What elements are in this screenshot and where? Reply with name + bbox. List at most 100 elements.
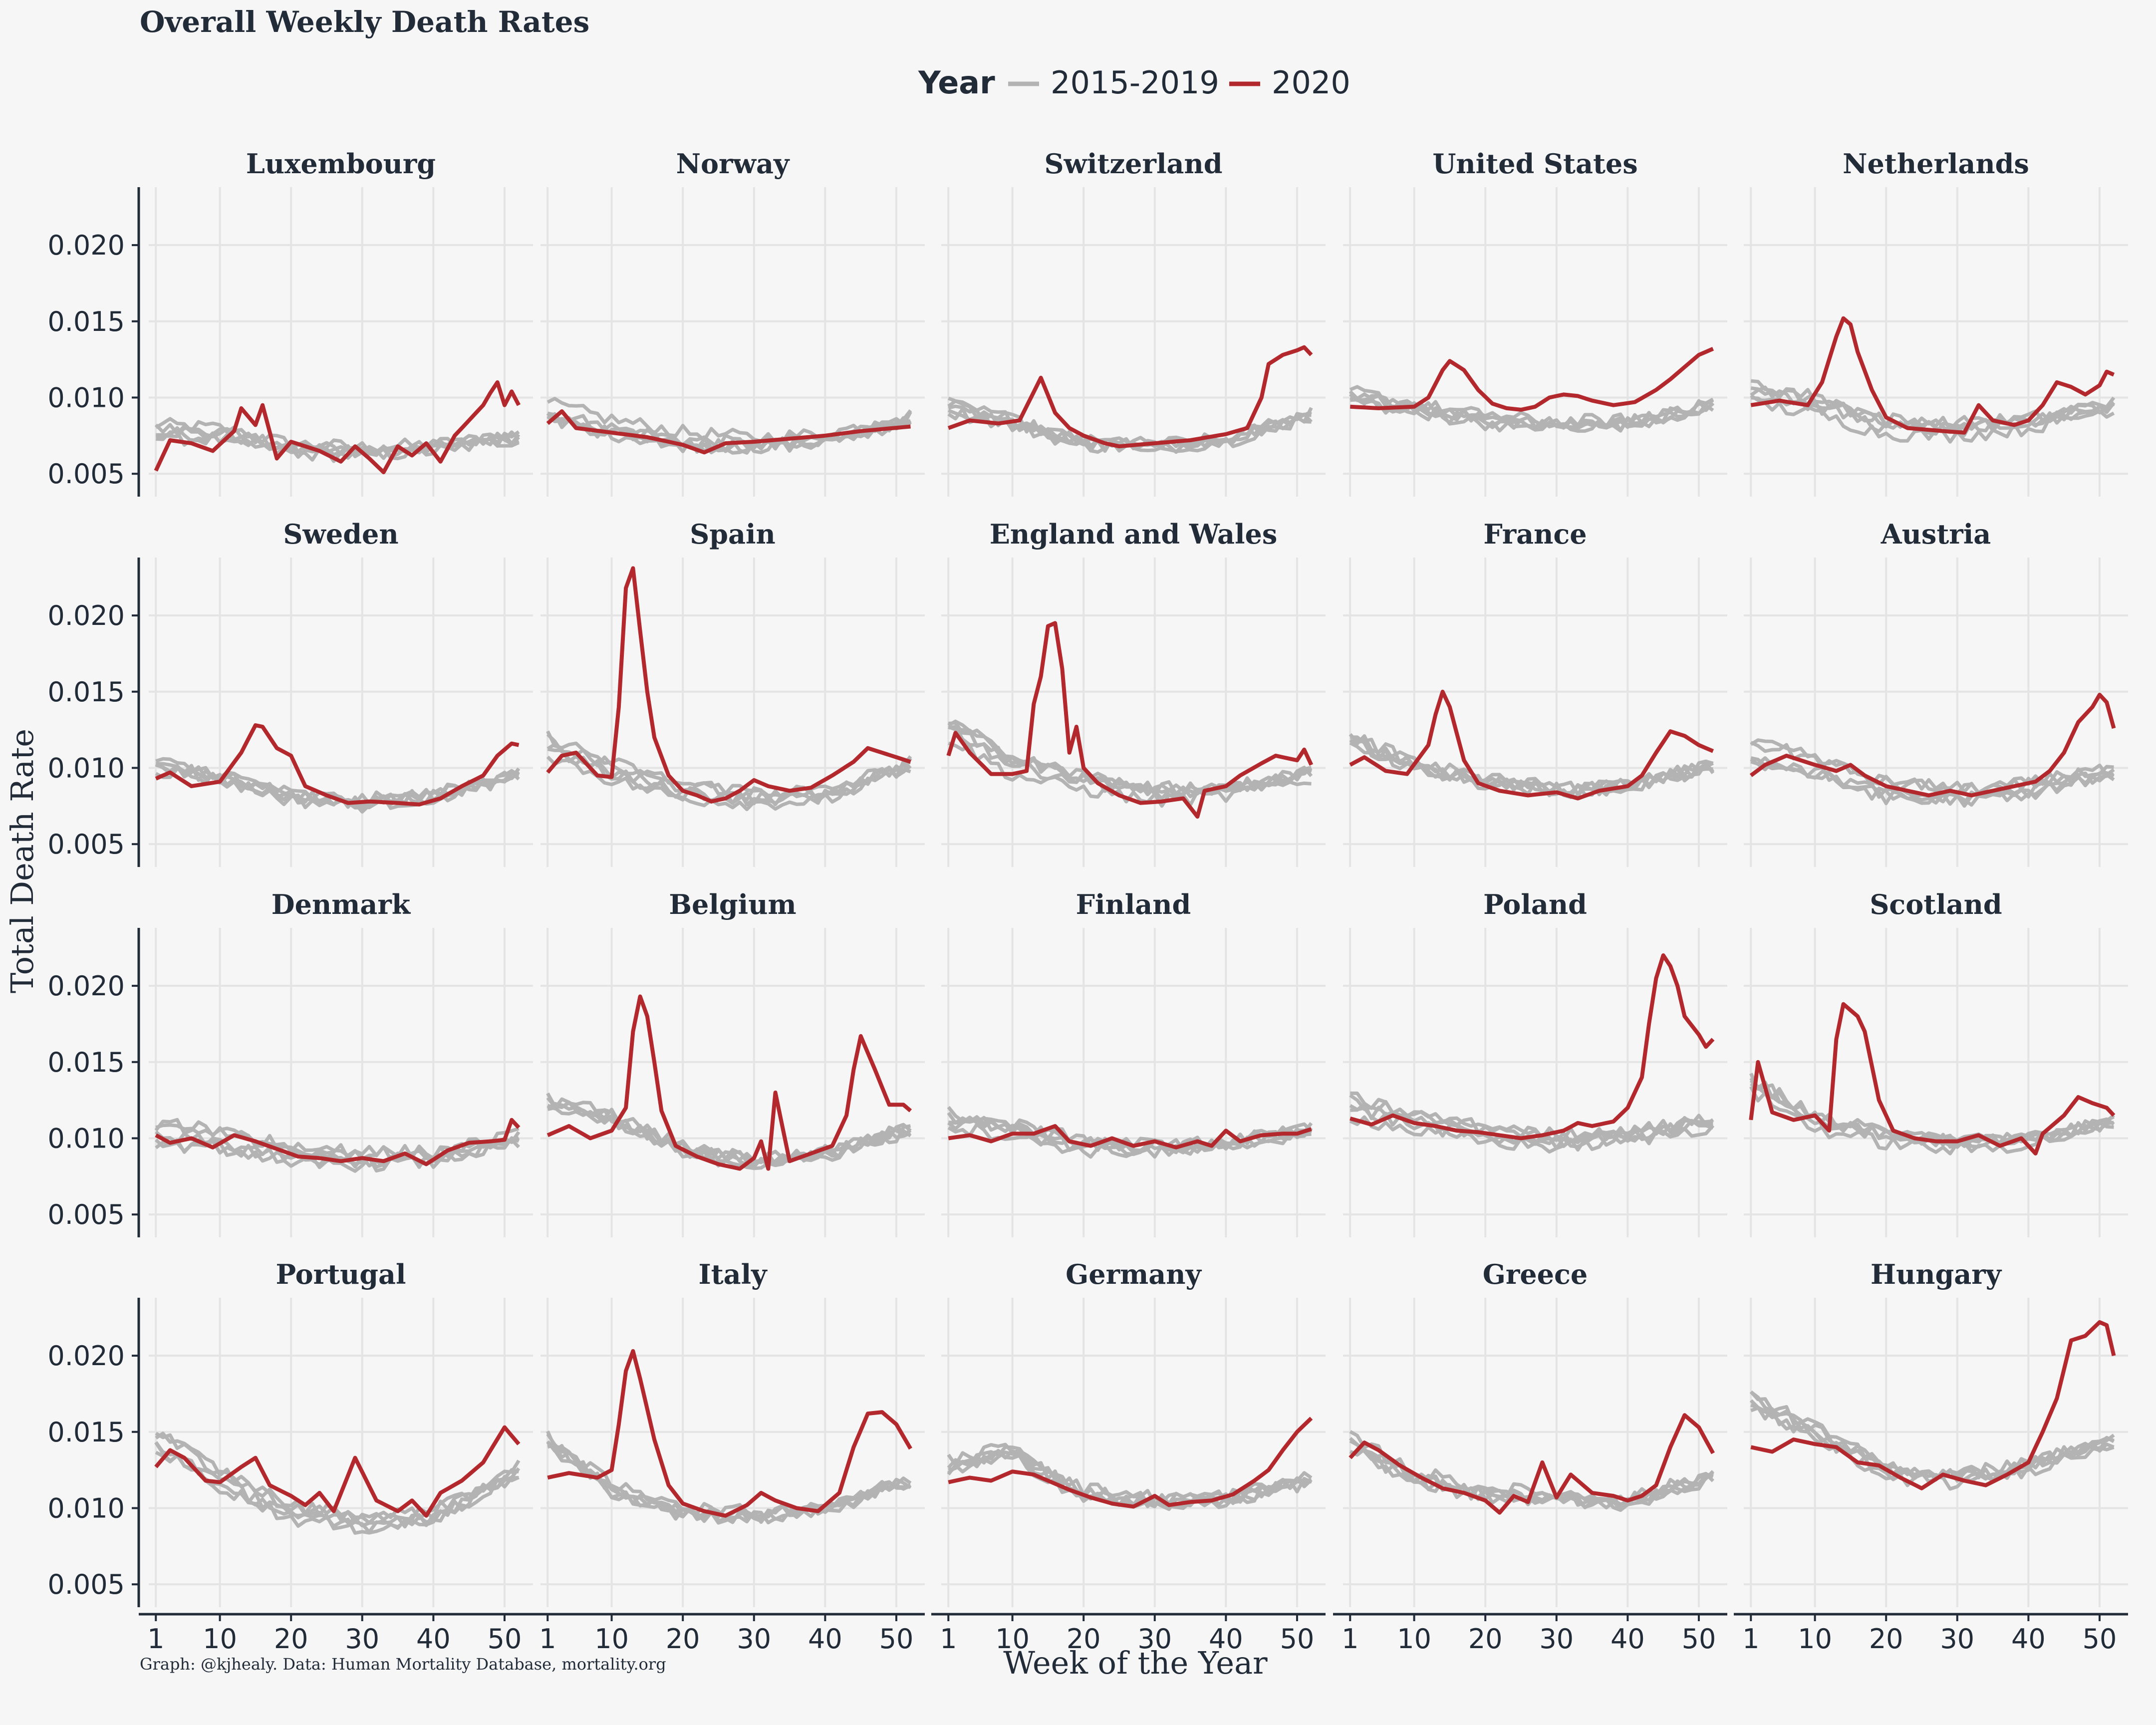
- facet-greece: Greece 1 10 20 30 40 50: [1333, 1258, 1727, 1655]
- y-tick-label: 0.015: [47, 1417, 125, 1448]
- facet-title: Switzerland: [1045, 148, 1223, 180]
- series-line-2020: [948, 1417, 1313, 1509]
- x-tick-label: 50: [879, 1623, 914, 1655]
- facet-scotland: Scotland: [1744, 888, 2128, 1237]
- series-line-2020: [1349, 953, 1715, 1141]
- facet-title: Poland: [1483, 888, 1587, 920]
- series-line-2020: [546, 566, 911, 804]
- x-tick-label: 10: [1397, 1623, 1431, 1655]
- facet-title: Luxembourg: [246, 148, 436, 180]
- series-line-baseline: [546, 1433, 912, 1519]
- x-tick-label: 1: [539, 1623, 556, 1655]
- series-line-baseline: [156, 430, 520, 463]
- chart-title: Overall Weekly Death Rates: [140, 5, 589, 39]
- facet-title: Italy: [698, 1258, 768, 1290]
- series-line-baseline: [947, 1449, 1312, 1510]
- series-line-2020: [1750, 1320, 2116, 1490]
- facet-grid: Luxembourg 0.005 0.010 0.015 0.020 Norway Swit…: [47, 148, 2128, 1655]
- facet-germany: Germany 1 10 20 30 40 50: [931, 1258, 1326, 1655]
- facet-england-and-wales: England and Wales: [941, 518, 1326, 867]
- series-line-baseline: [1750, 394, 2116, 437]
- series-line-baseline: [948, 725, 1313, 801]
- series-line-baseline: [155, 417, 520, 454]
- x-tick-label: 30: [1137, 1623, 1172, 1655]
- x-tick-label: 50: [2083, 1623, 2117, 1655]
- series-line-2020: [1749, 692, 2116, 798]
- facet-poland: Poland: [1343, 888, 1727, 1237]
- series-line-baseline: [1349, 734, 1713, 795]
- series-line-2020: [1349, 689, 1714, 801]
- series-line-2020: [547, 1349, 912, 1518]
- facet-title: Germany: [1066, 1258, 1202, 1290]
- series-line-baseline: [1349, 1447, 1714, 1512]
- x-tick-label: 40: [1611, 1623, 1645, 1655]
- y-tick-label: 0.020: [47, 230, 125, 261]
- series-line-baseline: [1750, 738, 2115, 796]
- facet-belgium: Belgium: [540, 888, 925, 1237]
- y-tick-label: 0.015: [47, 306, 125, 337]
- x-tick-label: 1: [1342, 1623, 1358, 1655]
- series-line-2020: [1350, 347, 1714, 412]
- series-line-2020: [155, 723, 520, 807]
- x-tick-label: 10: [995, 1623, 1030, 1655]
- facet-portugal: Portugal 0.005 0.010 0.015 0.020 1 10 20 30 40 50: [47, 1258, 533, 1655]
- series-line-2020: [946, 621, 1314, 819]
- x-tick-label: 30: [1539, 1623, 1574, 1655]
- series-line-baseline: [1349, 1115, 1715, 1154]
- series-line-2020: [155, 1118, 521, 1166]
- facet-title: Belgium: [669, 888, 796, 920]
- legend-label-2020: 2020: [1272, 64, 1350, 101]
- x-tick-label: 20: [1067, 1623, 1101, 1655]
- series-line-baseline: [155, 1450, 519, 1535]
- facet-hungary: Hungary 1 10 20 30 40 50: [1734, 1258, 2128, 1655]
- series-line-baseline: [1750, 756, 2115, 808]
- facet-france: France: [1343, 518, 1727, 867]
- facet-title: Netherlands: [1843, 148, 2029, 180]
- facet-norway: Norway: [540, 148, 925, 497]
- y-tick-label: 0.020: [47, 1340, 125, 1372]
- series-line-2020: [1750, 316, 2115, 435]
- y-axis-title: Total Death Rate: [4, 729, 40, 993]
- facet-united-states: United States: [1343, 148, 1727, 497]
- facet-title: Greece: [1483, 1258, 1588, 1290]
- x-tick-label: 40: [416, 1623, 451, 1655]
- legend-label-baseline: 2015-2019: [1051, 64, 1219, 101]
- series-line-2020: [948, 1124, 1312, 1150]
- facet-title: Portugal: [275, 1258, 406, 1290]
- series-line-2020: [1348, 1413, 1715, 1515]
- x-tick-label: 40: [2011, 1623, 2046, 1655]
- facet-title: Denmark: [271, 888, 411, 920]
- series-line-baseline: [546, 1097, 912, 1164]
- x-tick-label: 30: [345, 1623, 379, 1655]
- series-line-baseline: [948, 1448, 1312, 1508]
- y-tick-label: 0.015: [47, 676, 125, 708]
- facet-title: Scotland: [1870, 888, 2002, 920]
- facet-title: Austria: [1881, 518, 1991, 550]
- series-line-2020: [546, 994, 912, 1171]
- x-tick-label: 30: [1940, 1623, 1974, 1655]
- x-tick-label: 50: [1280, 1623, 1315, 1655]
- x-tick-label: 50: [488, 1623, 522, 1655]
- x-tick-label: 1: [147, 1623, 164, 1655]
- x-tick-label: 20: [1869, 1623, 1903, 1655]
- x-tick-label: 20: [274, 1623, 308, 1655]
- facet-denmark: Denmark 0.005 0.010 0.015 0.020: [47, 888, 533, 1237]
- facet-title: England and Wales: [990, 518, 1278, 550]
- facet-luxembourg: Luxembourg 0.005 0.010 0.015 0.020: [47, 148, 533, 497]
- x-tick-label: 1: [1742, 1623, 1759, 1655]
- y-tick-label: 0.005: [47, 829, 125, 860]
- series-line-baseline: [1750, 379, 2115, 432]
- series-line-baseline: [154, 1441, 521, 1534]
- facet-title: Sweden: [283, 518, 398, 550]
- x-axis-title: Week of the Year: [1003, 1645, 1268, 1681]
- y-tick-label: 0.020: [47, 970, 125, 1002]
- x-tick-label: 20: [666, 1623, 700, 1655]
- x-tick-label: 30: [737, 1623, 771, 1655]
- legend: Year 2015-2019 2020: [918, 64, 1350, 101]
- series-line-baseline: [1750, 1406, 2115, 1491]
- x-tick-label: 10: [594, 1623, 629, 1655]
- series-line-baseline: [1349, 1104, 1714, 1150]
- y-tick-label: 0.010: [47, 1123, 125, 1154]
- x-tick-label: 50: [1682, 1623, 1716, 1655]
- facet-austria: Austria: [1744, 518, 2128, 867]
